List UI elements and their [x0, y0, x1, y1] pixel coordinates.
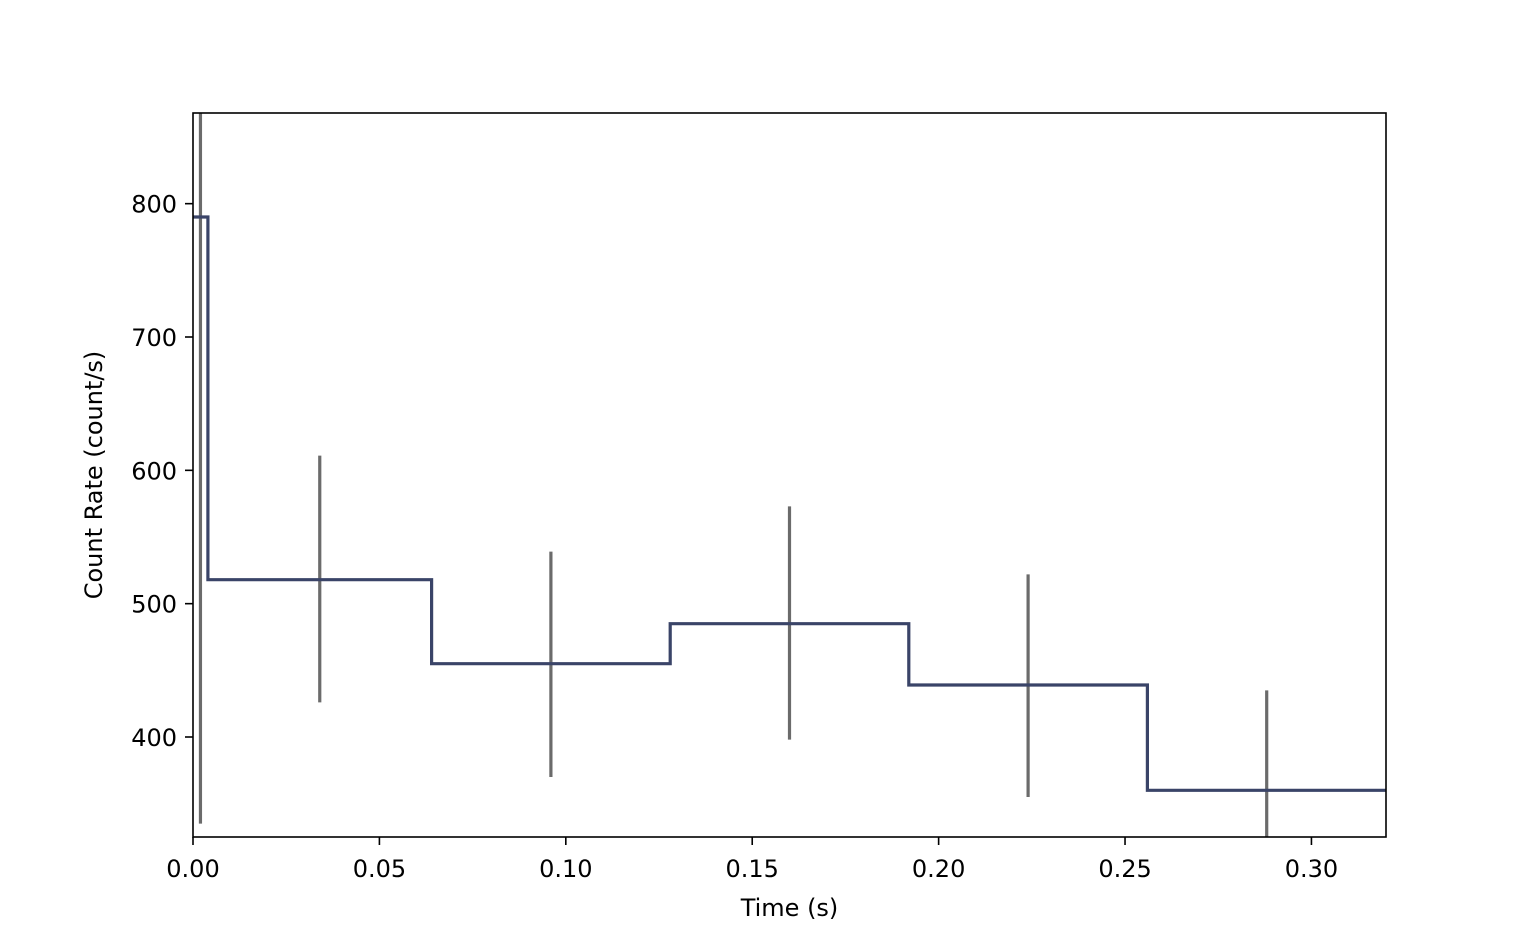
x-tick-label: 0.10 [539, 855, 592, 883]
x-tick-label: 0.15 [726, 855, 779, 883]
plot-frame [192, 112, 1387, 838]
x-tick-label: 0.25 [1098, 855, 1151, 883]
x-axis-label: Time (s) [740, 894, 839, 922]
y-axis-label: Count Rate (count/s) [80, 351, 108, 600]
count-rate-step-line [193, 215, 1386, 792]
y-tick-label: 700 [131, 324, 177, 352]
y-axis: 400 500 600 700 800 [131, 191, 193, 752]
y-tick-label: 800 [131, 191, 177, 219]
x-tick-label: 0.30 [1285, 855, 1338, 883]
y-tick-label: 600 [131, 457, 177, 485]
y-tick-label: 400 [131, 724, 177, 752]
x-tick-label: 0.20 [912, 855, 965, 883]
step-line-series [193, 215, 1386, 792]
x-tick-label: 0.05 [353, 855, 406, 883]
x-tick-label: 0.00 [166, 855, 219, 883]
x-axis: 0.00 0.05 0.10 0.15 0.20 0.25 0.30 [166, 837, 1338, 883]
y-tick-label: 500 [131, 591, 177, 619]
